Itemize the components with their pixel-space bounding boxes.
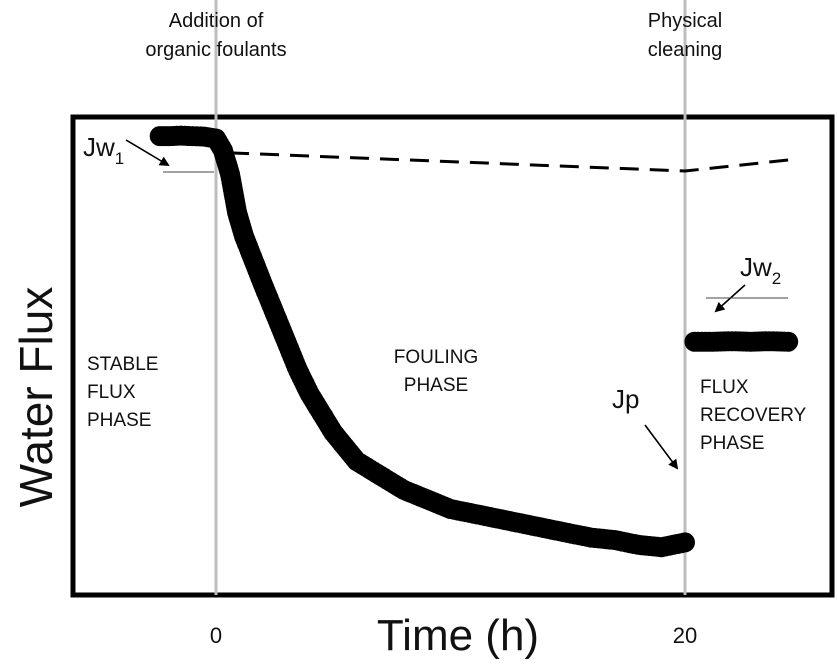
y-axis-label: Water Flux	[10, 287, 62, 508]
phase-label: FOULING	[394, 347, 478, 368]
x-tick-label: 20	[673, 623, 697, 648]
data-point	[778, 331, 799, 352]
event-label: organic foulants	[145, 39, 286, 61]
phase-label: PHASE	[404, 375, 468, 396]
phase-label: PHASE	[700, 433, 764, 454]
annotation-label: Jw1	[83, 132, 124, 168]
event-label: Physical	[648, 10, 722, 32]
phase-label: FLUX	[700, 377, 749, 398]
x-axis-label: Time (h)	[377, 611, 539, 660]
event-label: Addition of	[169, 10, 264, 32]
annotation-arrow	[644, 424, 679, 470]
phase-label: RECOVERY	[700, 405, 807, 426]
annotation-arrow	[125, 139, 170, 167]
phase-label: PHASE	[87, 410, 151, 431]
data-point	[675, 532, 695, 553]
annotation-label: Jp	[612, 384, 639, 414]
phase-label: STABLE	[87, 354, 158, 375]
event-label: cleaning	[648, 39, 723, 61]
x-tick-label: 0	[210, 623, 222, 648]
trend-line	[230, 151, 789, 173]
phase-label: FLUX	[87, 382, 136, 403]
annotation-label: Jw2	[740, 252, 781, 288]
